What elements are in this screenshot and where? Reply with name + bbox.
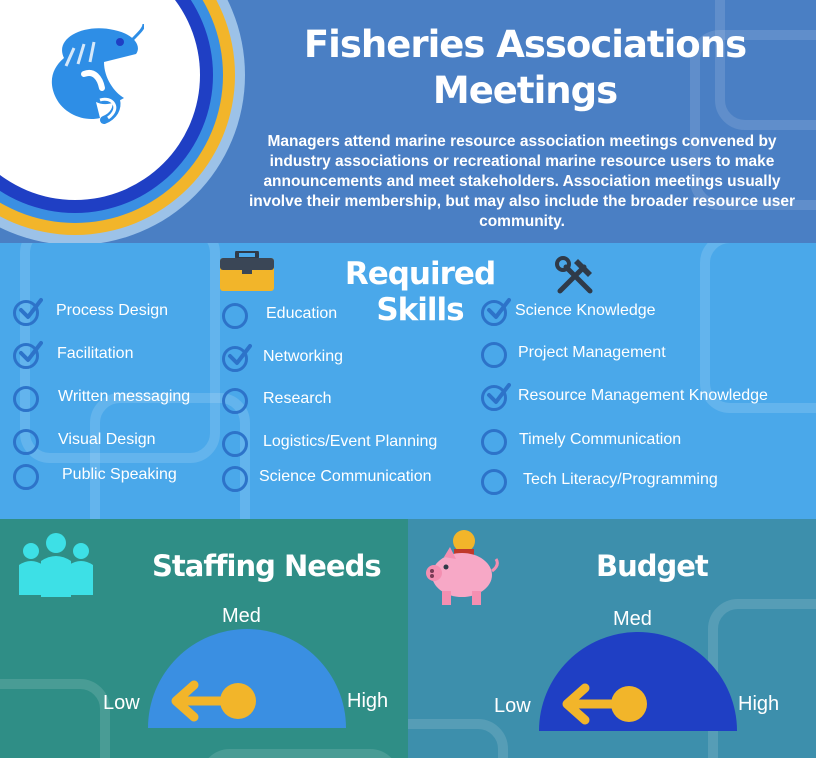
gauge-label-high: High [347, 690, 389, 712]
checkmark-icon [487, 383, 511, 404]
checkmark-icon [19, 341, 43, 362]
skill-label: Timely Communication [519, 431, 682, 448]
skill-label: Networking [263, 348, 344, 365]
decorative-frame [715, 0, 816, 130]
decorative-frame [200, 749, 400, 758]
budget-panel: Budget Med Low High [408, 519, 816, 758]
checked-circle-icon [222, 344, 252, 372]
skill-label: Written messaging [58, 388, 191, 405]
hammer-wrench-icon [555, 256, 593, 294]
checkmark-icon [487, 298, 511, 319]
skill-label: Logistics/Event Planning [263, 433, 438, 450]
decorative-frame [90, 393, 250, 519]
empty-circle-icon [13, 429, 39, 455]
budget-gauge [539, 632, 737, 731]
skill-label: Visual Design [58, 431, 156, 448]
empty-circle-icon [13, 464, 39, 490]
checkmark-icon [19, 298, 43, 319]
header-section: Fisheries Associations Meetings Managers… [0, 0, 816, 243]
piggy-bank-icon [426, 530, 499, 605]
gauge-label-low: Low [494, 695, 531, 717]
checked-circle-icon [481, 298, 511, 326]
decorative-frame [0, 679, 110, 758]
checked-circle-icon [13, 298, 43, 326]
skills-title: Required Skills [344, 256, 496, 328]
empty-circle-icon [222, 431, 248, 457]
page-description: Managers attend marine resource associat… [248, 133, 796, 230]
skill-label: Science Communication [259, 468, 432, 485]
page-title: Fisheries Associations Meetings [290, 22, 760, 114]
shrimp-icon [51, 23, 144, 124]
empty-circle-icon [222, 466, 248, 492]
decorative-frame [690, 30, 816, 210]
gauge-pivot [220, 683, 256, 719]
toolbox-icon [220, 251, 274, 291]
checked-circle-icon [481, 383, 511, 411]
staffing-needs-panel: Staffing Needs Med Low High [0, 519, 408, 758]
empty-circle-icon [481, 469, 507, 495]
empty-circle-icon [481, 342, 507, 368]
title-line: Fisheries Associations [303, 23, 747, 66]
decorative-frame [700, 243, 816, 413]
skill-label: Resource Management Knowledge [518, 387, 768, 404]
empty-circle-icon [222, 388, 248, 414]
skill-label: Project Management [518, 344, 666, 361]
staffing-gauge [148, 629, 346, 728]
empty-circle-icon [481, 429, 507, 455]
skill-label: Research [263, 390, 332, 407]
empty-circle-icon [222, 303, 248, 329]
gauge-pivot [611, 686, 647, 722]
skill-label: Education [266, 305, 338, 322]
skill-label: Facilitation [57, 345, 134, 362]
gauge-label-med: Med [222, 605, 261, 627]
skill-label: Science Knowledge [515, 302, 656, 319]
gauge-label-high: High [738, 693, 780, 715]
decorative-frame [408, 719, 508, 758]
skill-label: Public Speaking [62, 466, 177, 483]
empty-circle-icon [13, 386, 39, 412]
gauge-label-low: Low [103, 692, 140, 714]
skill-label: Process Design [56, 302, 169, 319]
title-line: Meetings [432, 69, 618, 112]
required-skills-section: Required Skills Process Design Facilitati… [0, 243, 816, 519]
checkmark-icon [228, 344, 252, 365]
skill-label: Tech Literacy/Programming [523, 471, 718, 488]
gauge-label-med: Med [613, 608, 652, 630]
staffing-title: Staffing Needs [152, 549, 382, 583]
people-icon [19, 533, 93, 597]
budget-title: Budget [596, 549, 709, 583]
checked-circle-icon [13, 341, 43, 369]
